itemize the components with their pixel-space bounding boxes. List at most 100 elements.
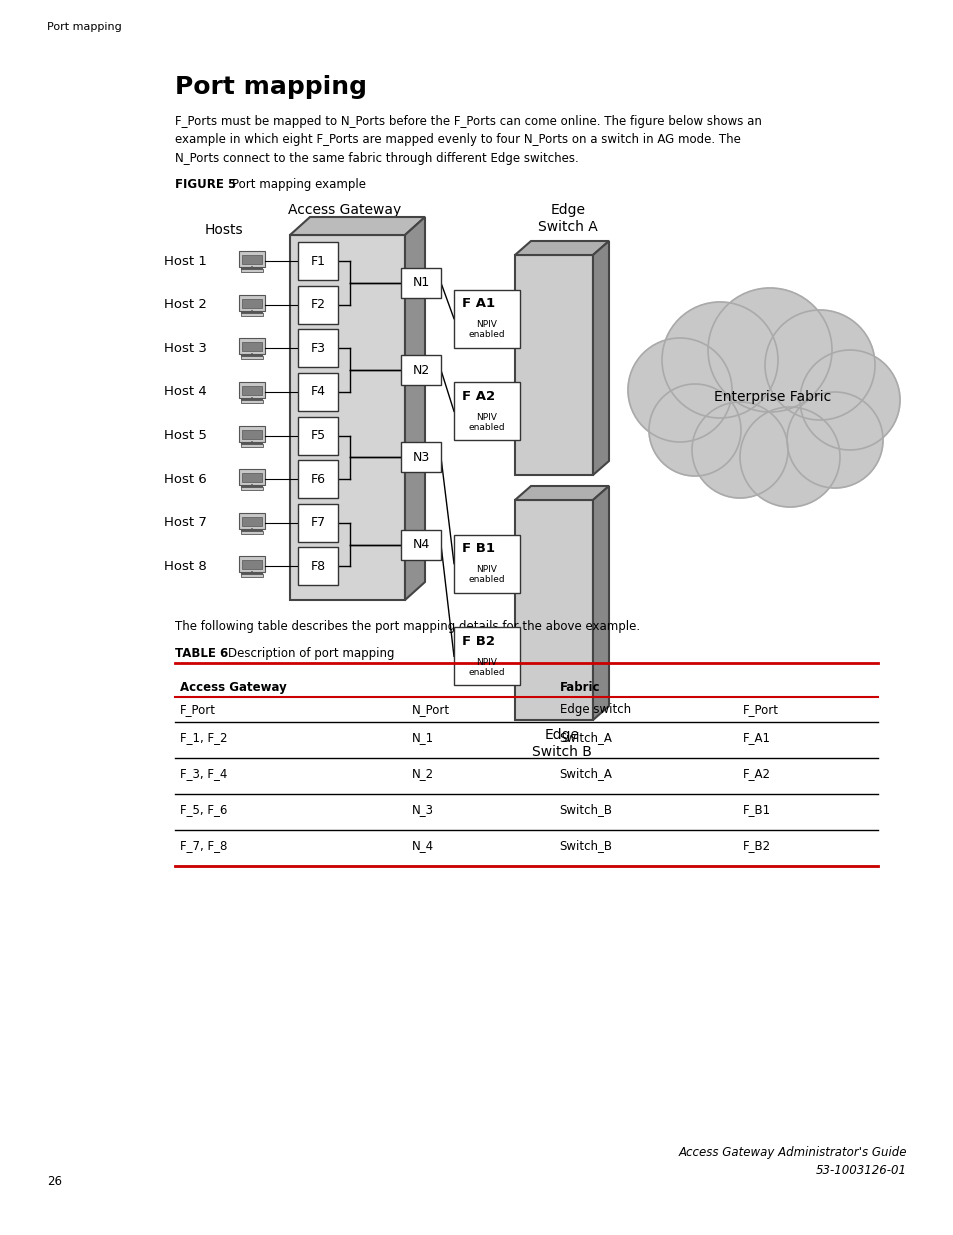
Text: Host 2: Host 2: [164, 298, 207, 311]
Bar: [297, 547, 337, 585]
Bar: [242, 299, 262, 308]
Bar: [400, 356, 440, 385]
Polygon shape: [290, 217, 424, 235]
Text: F A2: F A2: [461, 390, 495, 403]
Circle shape: [648, 384, 740, 475]
Polygon shape: [515, 487, 608, 500]
Bar: [454, 627, 519, 685]
Text: F_A1: F_A1: [741, 731, 770, 743]
Bar: [297, 416, 337, 454]
Bar: [239, 426, 265, 442]
Bar: [239, 382, 265, 398]
Text: Host 1: Host 1: [164, 254, 207, 268]
Text: N3: N3: [412, 451, 429, 464]
Text: F_Ports must be mapped to N_Ports before the F_Ports can come online. The figure: F_Ports must be mapped to N_Ports before…: [174, 115, 761, 165]
Text: Host 3: Host 3: [164, 342, 207, 354]
Bar: [239, 513, 265, 529]
Text: Switch_A: Switch_A: [559, 731, 612, 743]
Text: N_2: N_2: [412, 767, 434, 781]
Bar: [297, 373, 337, 411]
Text: F A1: F A1: [461, 298, 495, 310]
Text: F B1: F B1: [461, 542, 495, 556]
Text: Edge switch: Edge switch: [559, 703, 630, 716]
Text: TABLE 6: TABLE 6: [174, 647, 228, 659]
Bar: [297, 285, 337, 324]
Bar: [241, 357, 263, 359]
Bar: [454, 383, 519, 441]
Text: Host 8: Host 8: [164, 559, 207, 573]
Bar: [239, 295, 265, 311]
Circle shape: [627, 338, 731, 442]
Bar: [239, 469, 265, 485]
Text: F_1, F_2: F_1, F_2: [180, 731, 227, 743]
Bar: [400, 530, 440, 559]
Text: NPIV
enabled: NPIV enabled: [468, 657, 505, 677]
Circle shape: [707, 288, 831, 412]
Text: F B2: F B2: [461, 635, 495, 648]
Text: Edge
Switch B: Edge Switch B: [532, 727, 591, 760]
Bar: [239, 251, 265, 267]
Text: F_5, F_6: F_5, F_6: [180, 803, 227, 816]
Text: Hosts: Hosts: [205, 224, 243, 237]
Text: F_B1: F_B1: [741, 803, 770, 816]
Bar: [297, 504, 337, 542]
Text: F1: F1: [310, 254, 325, 268]
Text: F7: F7: [310, 516, 325, 530]
Text: Switch_B: Switch_B: [559, 839, 612, 852]
Text: N_3: N_3: [412, 803, 434, 816]
Text: Switch_B: Switch_B: [559, 803, 612, 816]
Bar: [297, 330, 337, 367]
Bar: [242, 387, 262, 395]
Polygon shape: [515, 241, 608, 254]
Bar: [515, 254, 593, 475]
Circle shape: [661, 303, 778, 417]
Bar: [454, 290, 519, 348]
Circle shape: [764, 310, 874, 420]
Bar: [241, 531, 263, 534]
Text: Port mapping: Port mapping: [47, 22, 122, 32]
Bar: [242, 256, 262, 264]
Text: F8: F8: [310, 559, 325, 573]
Bar: [454, 535, 519, 593]
Text: Port mapping: Port mapping: [174, 75, 367, 99]
Bar: [515, 500, 593, 720]
Bar: [242, 430, 262, 438]
Bar: [242, 516, 262, 526]
Bar: [290, 235, 405, 600]
Circle shape: [800, 350, 899, 450]
Bar: [239, 338, 265, 354]
Bar: [241, 269, 263, 272]
Text: Access Gateway Administrator's Guide
53-1003126-01: Access Gateway Administrator's Guide 53-…: [678, 1146, 906, 1177]
Text: F5: F5: [310, 429, 325, 442]
Text: FIGURE 5: FIGURE 5: [174, 178, 236, 191]
Bar: [400, 442, 440, 473]
Text: The following table describes the port mapping details for the above example.: The following table describes the port m…: [174, 620, 639, 634]
Text: N2: N2: [412, 363, 429, 377]
Bar: [242, 342, 262, 351]
Text: N_Port: N_Port: [412, 703, 450, 716]
Text: Port mapping example: Port mapping example: [232, 178, 366, 191]
Bar: [297, 242, 337, 280]
Bar: [242, 561, 262, 569]
Bar: [297, 461, 337, 498]
Text: F_B2: F_B2: [741, 839, 770, 852]
Text: Description of port mapping: Description of port mapping: [228, 647, 395, 659]
Text: NPIV
enabled: NPIV enabled: [468, 412, 505, 432]
Text: NPIV
enabled: NPIV enabled: [468, 320, 505, 340]
Text: F4: F4: [310, 385, 325, 399]
Text: F_3, F_4: F_3, F_4: [180, 767, 227, 781]
Text: Host 5: Host 5: [164, 429, 207, 442]
Text: Access Gateway: Access Gateway: [180, 680, 287, 694]
Text: Fabric: Fabric: [559, 680, 599, 694]
Polygon shape: [593, 487, 608, 720]
Text: F2: F2: [310, 298, 325, 311]
Text: Host 6: Host 6: [164, 473, 207, 485]
Bar: [400, 268, 440, 298]
Text: N_4: N_4: [412, 839, 434, 852]
Bar: [242, 473, 262, 482]
Bar: [239, 557, 265, 573]
Text: N_1: N_1: [412, 731, 434, 743]
Bar: [241, 400, 263, 403]
Bar: [241, 443, 263, 447]
Text: F_7, F_8: F_7, F_8: [180, 839, 227, 852]
